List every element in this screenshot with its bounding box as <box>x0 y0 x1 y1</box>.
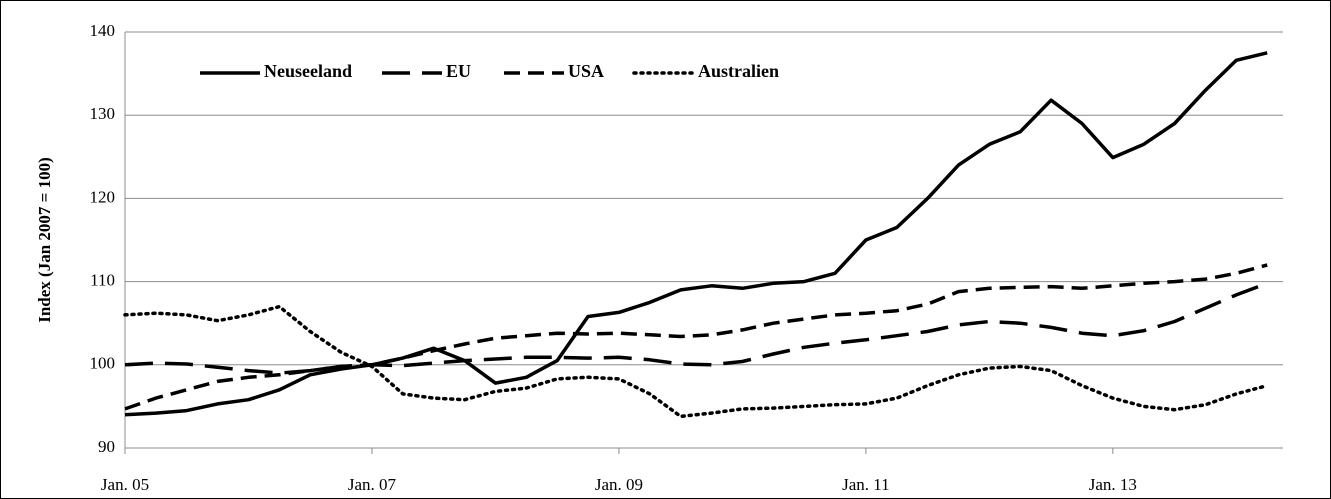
y-axis-label: Index (Jan 2007 = 100) <box>35 157 54 323</box>
x-tick-label: Jan. 11 <box>842 475 890 494</box>
y-tick-label: 100 <box>90 354 116 373</box>
series-line <box>124 263 1268 411</box>
series-line <box>124 281 1268 375</box>
legend-label: EU <box>446 61 471 81</box>
legend-label: USA <box>568 61 604 81</box>
series-line <box>123 304 1269 419</box>
x-tick-label: Jan. 13 <box>1089 475 1137 494</box>
series-line <box>124 51 1268 417</box>
y-tick-label: 140 <box>90 21 116 40</box>
x-tick-label: Jan. 05 <box>101 475 149 494</box>
legend-label: Australien <box>698 61 779 81</box>
legend-label: Neuseeland <box>264 61 352 81</box>
x-tick-label: Jan. 07 <box>348 475 397 494</box>
y-tick-label: 130 <box>90 104 116 123</box>
y-tick-label: 120 <box>90 187 116 206</box>
x-tick-label: Jan. 09 <box>595 475 643 494</box>
y-tick-label: 110 <box>90 271 115 290</box>
y-tick-label: 90 <box>98 437 115 456</box>
